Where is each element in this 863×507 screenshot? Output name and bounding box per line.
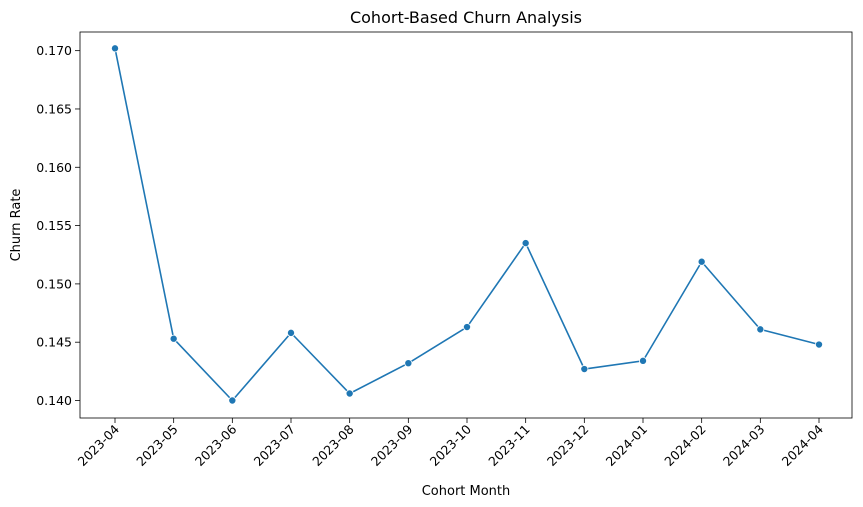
x-tick-label: 2023-08 — [309, 421, 357, 469]
x-tick-label: 2023-12 — [544, 422, 592, 470]
y-tick-label: 0.155 — [36, 218, 72, 233]
y-tick-label: 0.145 — [36, 335, 72, 350]
series-line — [114, 48, 820, 402]
data-point — [462, 323, 471, 332]
y-tick-label: 0.165 — [36, 101, 72, 116]
x-tick-label: 2023-09 — [368, 421, 416, 469]
data-point — [639, 356, 648, 365]
data-point — [815, 340, 824, 349]
x-tick-label: 2023-11 — [485, 422, 533, 470]
data-point — [345, 389, 354, 398]
y-tick-label: 0.170 — [36, 43, 72, 58]
x-tick-label: 2024-01 — [603, 422, 651, 470]
x-tick-label: 2024-02 — [661, 422, 709, 470]
chart-title: Cohort-Based Churn Analysis — [350, 8, 582, 27]
y-tick-label: 0.140 — [36, 393, 72, 408]
y-tick-label: 0.160 — [36, 160, 72, 175]
x-tick-label: 2023-05 — [133, 422, 181, 470]
plot-area: 0.140 0.145 0.150 0.155 0.160 0.165 0.170 2023-… — [36, 31, 853, 470]
x-tick-label: 2023-07 — [251, 422, 299, 470]
x-tick-label: 2024-04 — [779, 421, 827, 469]
data-point — [580, 365, 589, 374]
x-tick-label: 2023-04 — [75, 421, 123, 469]
x-axis-label: Cohort Month — [422, 484, 511, 499]
data-point — [404, 359, 413, 368]
data-point — [756, 325, 765, 334]
x-tick-label: 2023-10 — [427, 421, 475, 469]
data-point — [521, 239, 530, 248]
plot-frame — [79, 31, 853, 419]
data-point — [697, 257, 706, 266]
data-point — [286, 328, 295, 337]
x-tick-label: 2023-06 — [192, 421, 240, 469]
data-point — [111, 44, 120, 53]
data-point — [169, 334, 178, 343]
y-tick-label: 0.150 — [36, 276, 72, 291]
x-tick-label: 2024-03 — [720, 422, 768, 470]
data-point — [228, 396, 237, 405]
y-axis-label: Churn Rate — [9, 189, 24, 262]
